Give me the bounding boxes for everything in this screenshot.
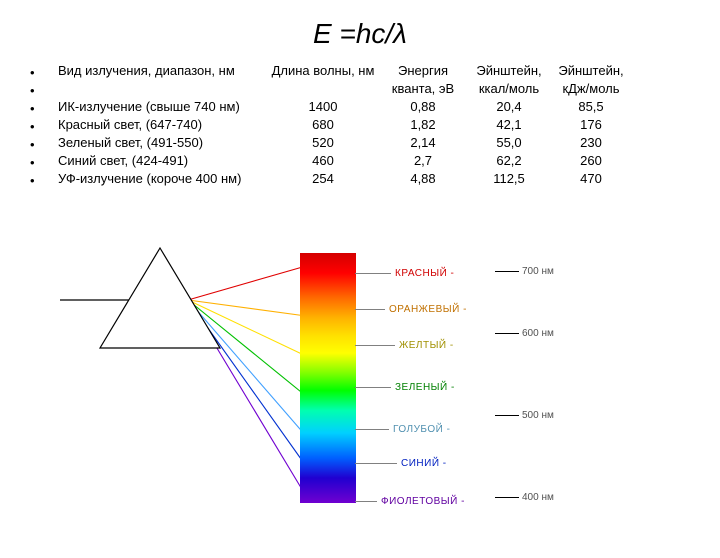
cell: 254 bbox=[268, 170, 378, 188]
table-row: Зеленый свет, (491-550)5202,1455,0230 bbox=[58, 134, 632, 152]
cell: 62,2 bbox=[468, 152, 550, 170]
cell: 230 bbox=[550, 134, 632, 152]
spectrum-band-label: ГОЛУБОЙ - bbox=[355, 424, 453, 435]
cell: 260 bbox=[550, 152, 632, 170]
table-row: Красный свет, (647-740)6801,8242,1176 bbox=[58, 116, 632, 134]
nm-mark: 600 нм bbox=[495, 328, 554, 339]
nm-mark: 400 нм bbox=[495, 492, 554, 503]
spectrum-band-label: ЗЕЛЕНЫЙ - bbox=[355, 382, 458, 393]
cell: УФ-излучение (короче 400 нм) bbox=[58, 170, 268, 188]
cell: Зеленый свет, (491-550) bbox=[58, 134, 268, 152]
col-header: Вид излучения, диапазон, нм bbox=[58, 62, 268, 80]
cell: 0,88 bbox=[378, 98, 468, 116]
spectrum-band-label: СИНИЙ - bbox=[355, 458, 450, 469]
cell: 2,14 bbox=[378, 134, 468, 152]
cell: 4,88 bbox=[378, 170, 468, 188]
cell: 1,82 bbox=[378, 116, 468, 134]
cell: 42,1 bbox=[468, 116, 550, 134]
cell: 2,7 bbox=[378, 152, 468, 170]
table-row: Синий свет, (424-491)4602,762,2260 bbox=[58, 152, 632, 170]
cell: 680 bbox=[268, 116, 378, 134]
cell: 460 bbox=[268, 152, 378, 170]
col-header: Энергия bbox=[378, 62, 468, 80]
cell: Красный свет, (647-740) bbox=[58, 116, 268, 134]
cell: 470 bbox=[550, 170, 632, 188]
spectrum-labels: КРАСНЫЙ - ОРАНЖЕВЫЙ - ЖЕЛТЫЙ - ЗЕЛЕНЫЙ - ГОЛ… bbox=[355, 253, 595, 513]
col-header bbox=[268, 80, 378, 98]
table-body: Вид излучения, диапазон, нм Длина волны,… bbox=[58, 62, 632, 190]
cell: Синий свет, (424-491) bbox=[58, 152, 268, 170]
col-header: Эйнштейн, bbox=[550, 62, 632, 80]
cell: 85,5 bbox=[550, 98, 632, 116]
table-row: УФ-излучение (короче 400 нм)2544,88112,5… bbox=[58, 170, 632, 188]
spectrum-gradient bbox=[300, 253, 356, 503]
col-header bbox=[58, 80, 268, 98]
col-header: Эйнштейн, bbox=[468, 62, 550, 80]
cell: 55,0 bbox=[468, 134, 550, 152]
col-header: Длина волны, нм bbox=[268, 62, 378, 80]
cell: 1400 bbox=[268, 98, 378, 116]
col-header: ккал/моль bbox=[468, 80, 550, 98]
data-table: ••••••• Вид излучения, диапазон, нм Длин… bbox=[0, 62, 720, 190]
page-title: E =hc/λ bbox=[0, 18, 720, 50]
cell: 176 bbox=[550, 116, 632, 134]
spectrum-band-label: КРАСНЫЙ - bbox=[355, 268, 457, 279]
header-row-2: кванта, эВ ккал/моль кДж/моль bbox=[58, 80, 632, 98]
table-row: ИК-излучение (свыше 740 нм)14000,8820,48… bbox=[58, 98, 632, 116]
spectrum-band-label: ЖЕЛТЫЙ - bbox=[355, 340, 457, 351]
cell: ИК-излучение (свыше 740 нм) bbox=[58, 98, 268, 116]
cell: 112,5 bbox=[468, 170, 550, 188]
col-header: кванта, эВ bbox=[378, 80, 468, 98]
prism-spectrum-diagram: КРАСНЫЙ - ОРАНЖЕВЫЙ - ЖЕЛТЫЙ - ЗЕЛЕНЫЙ - ГОЛ… bbox=[60, 238, 590, 528]
cell: 520 bbox=[268, 134, 378, 152]
bullet-column: ••••••• bbox=[30, 62, 58, 190]
cell: 20,4 bbox=[468, 98, 550, 116]
header-row-1: Вид излучения, диапазон, нм Длина волны,… bbox=[58, 62, 632, 80]
nm-mark: 500 нм bbox=[495, 410, 554, 421]
col-header: кДж/моль bbox=[550, 80, 632, 98]
spectrum-band-label: ФИОЛЕТОВЫЙ - bbox=[355, 496, 468, 507]
nm-mark: 700 нм bbox=[495, 266, 554, 277]
spectrum-band-label: ОРАНЖЕВЫЙ - bbox=[355, 304, 470, 315]
